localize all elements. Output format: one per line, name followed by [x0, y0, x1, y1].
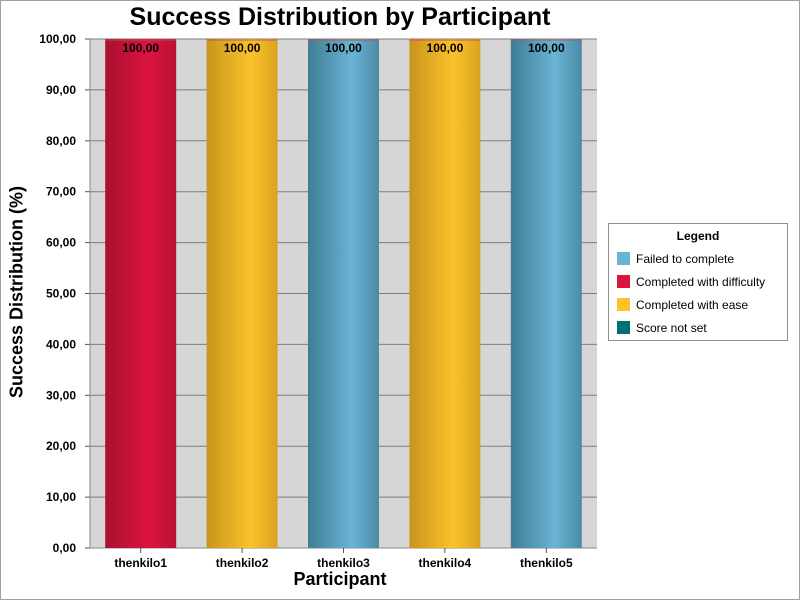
data-label: 100,00	[122, 41, 159, 55]
legend-item: Completed with ease	[609, 293, 787, 316]
x-tick-label: thenkilo4	[419, 556, 472, 570]
legend-swatch	[617, 275, 630, 288]
y-tick-label: 40,00	[46, 337, 76, 351]
x-tick-label: thenkilo2	[216, 556, 269, 570]
y-tick-label: 30,00	[46, 388, 76, 402]
data-label: 100,00	[224, 41, 261, 55]
x-axis-label: Participant	[293, 569, 387, 589]
bar-completed-with-difficulty	[105, 39, 177, 548]
legend-label: Completed with ease	[636, 297, 749, 312]
y-tick-label: 20,00	[46, 439, 76, 453]
x-tick-label: thenkilo3	[317, 556, 370, 570]
legend-item: Failed to complete	[609, 247, 787, 270]
legend-label: Failed to complete	[636, 251, 735, 266]
x-tick-label: thenkilo5	[520, 556, 573, 570]
legend-label: Score not set	[636, 320, 707, 335]
y-tick-label: 90,00	[46, 83, 76, 97]
y-tick-label: 0,00	[53, 541, 77, 555]
data-label: 100,00	[325, 41, 362, 55]
data-label: 100,00	[427, 41, 464, 55]
legend-swatch	[617, 321, 630, 334]
y-tick-label: 100,00	[39, 32, 76, 46]
legend-title: Legend	[676, 229, 720, 243]
y-tick-label: 10,00	[46, 490, 76, 504]
bar-completed-with-ease	[409, 39, 481, 548]
bar-failed-to-complete	[308, 39, 379, 548]
legend-swatch	[617, 252, 630, 265]
chart-title: Success Distribution by Participant	[129, 3, 551, 31]
bar-failed-to-complete	[510, 39, 582, 548]
y-tick-label: 50,00	[46, 287, 76, 301]
data-label: 100,00	[528, 41, 565, 55]
legend: Legend Failed to complete Completed with …	[608, 223, 788, 341]
legend-item: Score not set	[609, 316, 787, 339]
y-tick-label: 60,00	[46, 236, 76, 250]
y-tick-label: 80,00	[46, 134, 76, 148]
y-tick-label: 70,00	[46, 185, 76, 199]
legend-swatch	[617, 298, 630, 311]
legend-label: Completed with difficulty	[636, 274, 766, 289]
x-tick-label: thenkilo1	[114, 556, 167, 570]
legend-item: Completed with difficulty	[609, 270, 787, 293]
bar-completed-with-ease	[206, 39, 278, 548]
